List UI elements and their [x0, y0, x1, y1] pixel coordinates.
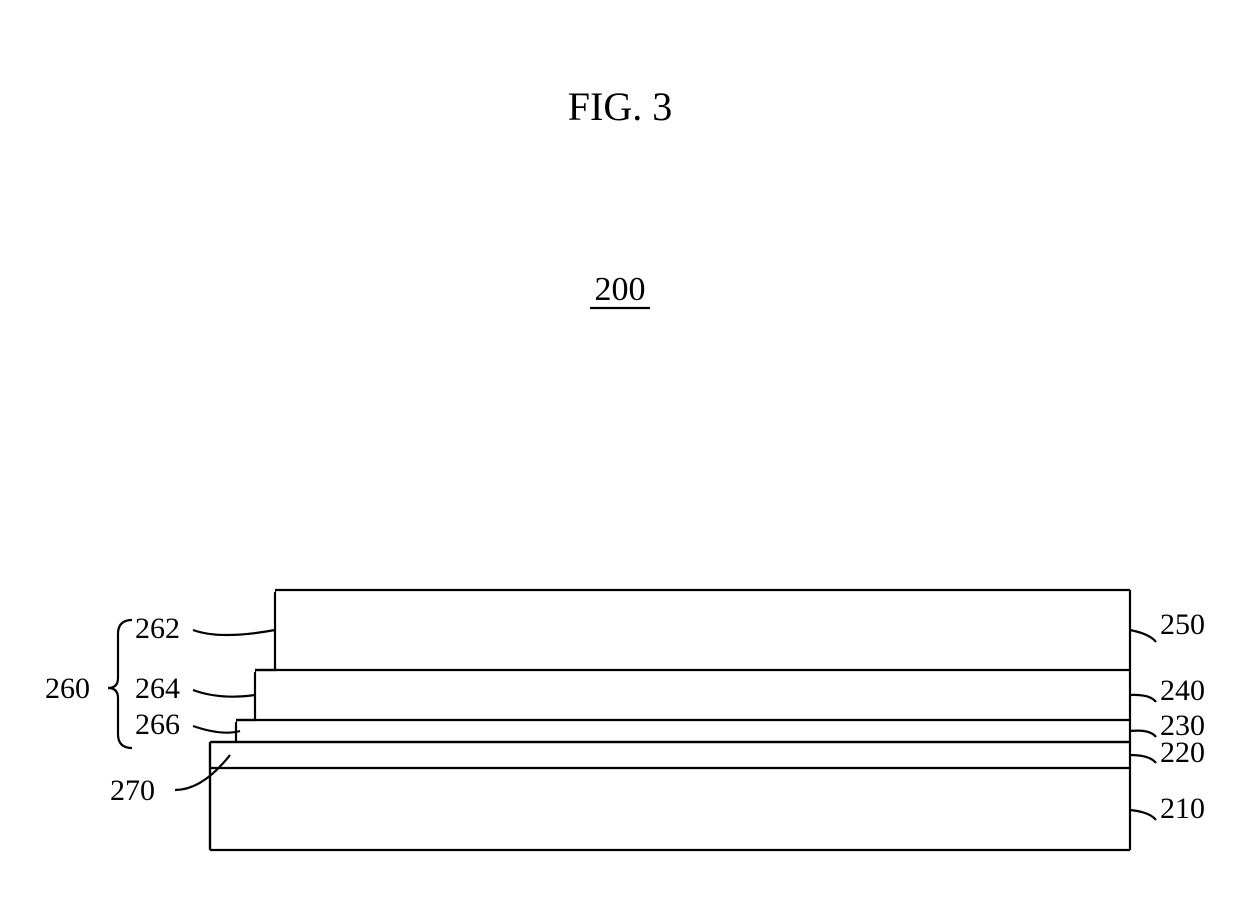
assembly-ref: 200 [595, 271, 646, 308]
layer-label-right: 240 [1160, 674, 1205, 707]
leader-right [1130, 755, 1156, 763]
leader-right [1130, 810, 1156, 820]
group-label: 260 [45, 672, 90, 705]
leader-270 [175, 755, 230, 790]
figure-title: FIG. 3 [568, 84, 672, 129]
sublayer-label: 264 [135, 672, 180, 705]
sublayer-label: 266 [135, 708, 180, 741]
leader-left-sub [193, 726, 240, 733]
leader-left-sub [193, 630, 275, 635]
leader-left-sub [193, 690, 255, 697]
layer-label-right: 220 [1160, 736, 1205, 769]
label-270: 270 [110, 774, 155, 807]
leader-right [1130, 695, 1156, 702]
leader-right [1130, 731, 1156, 737]
sublayer-label: 262 [135, 612, 180, 645]
leader-right [1130, 630, 1156, 642]
figure-diagram: FIG. 3200250240230220210262264266260270 [0, 0, 1240, 899]
layer-label-right: 210 [1160, 792, 1205, 825]
group-brace [108, 620, 132, 748]
layer-label-right: 250 [1160, 608, 1205, 641]
